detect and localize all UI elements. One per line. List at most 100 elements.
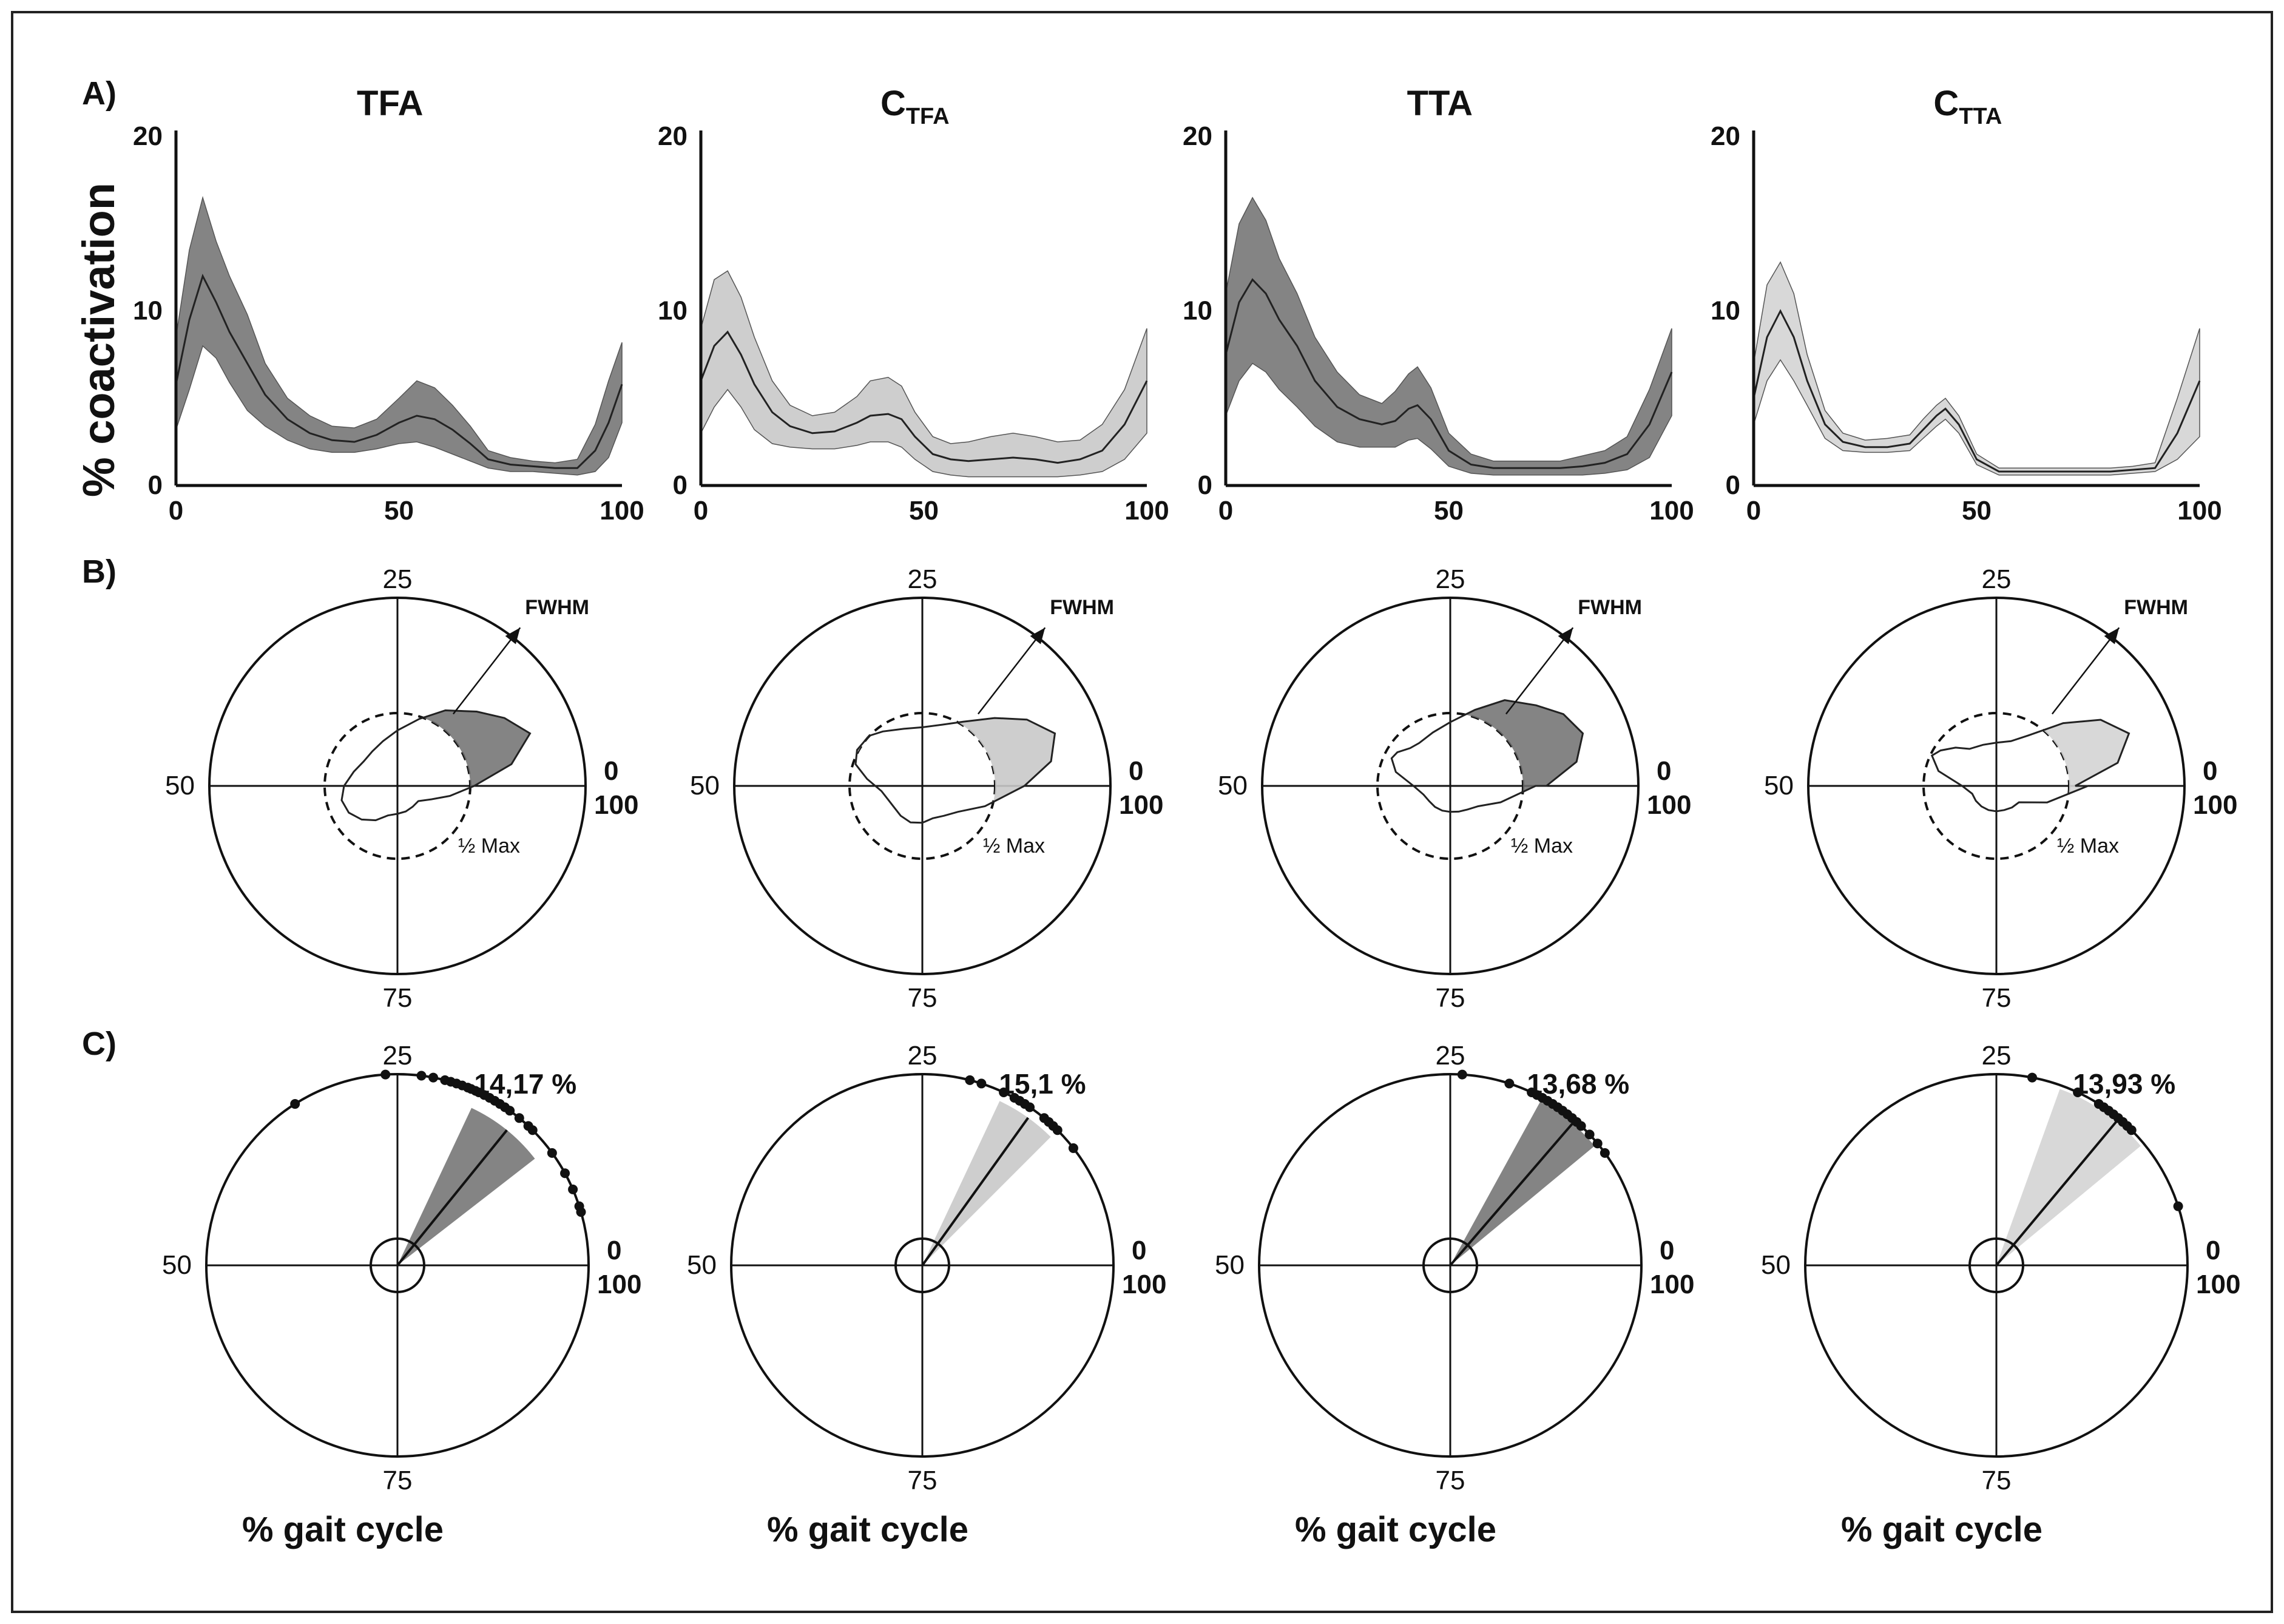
polar-tick-50: 50: [165, 771, 195, 800]
x-tick-label: 50: [1434, 496, 1464, 526]
polar-tick-0: 0: [2203, 756, 2217, 786]
sd-band: [700, 270, 1147, 478]
gait-cycle-label: % gait cycle: [767, 1510, 968, 1549]
subject-point: [416, 1071, 427, 1081]
subject-point: [2173, 1201, 2183, 1211]
x-tick-label: 100: [2177, 496, 2221, 526]
coactivation-profile: [1930, 719, 2130, 813]
subject-point: [1584, 1129, 1595, 1140]
subject-point: [576, 1207, 586, 1217]
x-tick-label: 0: [1746, 496, 1761, 526]
circular-statistics-plots: 25 50 75 0 100 14,17 % % gait cycle 25 50 75 0 100 1…: [162, 1041, 2240, 1549]
subject-point: [505, 1106, 515, 1116]
half-max-label: ½ Max: [458, 834, 520, 858]
polar-tick-50: 50: [1761, 1250, 1791, 1280]
subject-point: [1025, 1102, 1035, 1112]
polar-tick-25: 25: [1982, 564, 2012, 594]
subject-point: [290, 1099, 300, 1109]
polar-tick-100: 100: [1122, 1270, 1166, 1299]
y-tick-label: 0: [1198, 470, 1212, 500]
mean-line: [1225, 278, 1673, 469]
fwhm-arrow-line: [2051, 627, 2120, 715]
polar-tick-50: 50: [1215, 1250, 1245, 1280]
gait-cycle-label: % gait cycle: [242, 1510, 444, 1549]
gait-cycle-label: % gait cycle: [1841, 1510, 2042, 1549]
sd-band: [1225, 197, 1672, 476]
mean-line: [700, 330, 1148, 464]
x-tick-label: 100: [1649, 496, 1694, 526]
fwhm-area: [342, 710, 530, 820]
polar-tick-0: 0: [1132, 1236, 1146, 1265]
polar-tick-0: 0: [1660, 1236, 1674, 1265]
chart-title-subscript: TFA: [906, 104, 950, 129]
fwhm-area: [856, 718, 1055, 823]
x-tick-label: 50: [909, 496, 939, 526]
y-tick-label: 10: [1711, 296, 1740, 326]
polar-tick-100: 100: [594, 790, 638, 820]
y-tick-label: 0: [673, 470, 688, 500]
mean-vector: [396, 1129, 508, 1267]
subject-point: [1457, 1069, 1467, 1080]
x-tick-label: 50: [1962, 496, 1992, 526]
polar-tick-75: 75: [383, 983, 413, 1013]
subject-point: [527, 1125, 538, 1135]
subject-point: [1068, 1143, 1078, 1153]
mean-line: [175, 274, 623, 469]
fwhm-arrow-head: [1030, 628, 1046, 645]
circular-plot-tta: 25 50 75 0 100 13,68 % % gait cycle: [1215, 1041, 1694, 1549]
coactivation-profile: [854, 717, 1056, 824]
chart-title-ctfa: CTFA: [880, 84, 950, 129]
subject-point: [560, 1168, 570, 1179]
y-axis-label: % coactivation: [73, 183, 124, 497]
chart-title-main: TFA: [357, 84, 424, 123]
fwhm-arrow-line: [977, 627, 1046, 715]
mean-vector: [1995, 1120, 2118, 1267]
fwhm-arrow-head: [1558, 628, 1573, 645]
polar-tick-50: 50: [1218, 771, 1248, 800]
polar-tick-100: 100: [2196, 1270, 2240, 1299]
subject-point: [568, 1184, 578, 1194]
half-max-label: ½ Max: [983, 834, 1045, 858]
polar-tick-50: 50: [687, 1250, 717, 1280]
polar-tick-75: 75: [1436, 1466, 1465, 1495]
fwhm-plot-tfa: 25 50 75 0 100 FWHM ½ Max: [165, 564, 638, 1013]
fwhm-label: FWHM: [1578, 596, 1642, 619]
polar-inner-circle: [370, 1237, 425, 1293]
figure-border: [11, 11, 2273, 1613]
polar-tick-25: 25: [908, 1041, 938, 1071]
area-chart-tta: TTA 0 50 100 0 10 20: [1183, 84, 1694, 526]
polar-tick-100: 100: [1650, 1270, 1694, 1299]
y-tick-label: 0: [148, 470, 163, 500]
polar-tick-75: 75: [908, 1466, 938, 1495]
sd-band: [1753, 261, 2200, 476]
subject-point: [1600, 1148, 1610, 1158]
polar-tick-100: 100: [2193, 790, 2237, 820]
circular-plot-tfa: 25 50 75 0 100 14,17 % % gait cycle: [162, 1041, 641, 1549]
polar-tick-25: 25: [1436, 1041, 1465, 1071]
sd-band: [175, 195, 623, 476]
polar-tick-100: 100: [1119, 790, 1163, 820]
subject-point: [547, 1148, 557, 1158]
subject-point: [428, 1072, 439, 1083]
polar-tick-0: 0: [607, 1236, 621, 1265]
half-max-label: ½ Max: [2057, 834, 2119, 858]
polar-tick-0: 0: [1657, 756, 1671, 786]
subject-point: [965, 1075, 975, 1085]
polar-tick-50: 50: [690, 771, 720, 800]
subject-point: [380, 1069, 391, 1080]
mean-vector: [921, 1117, 1029, 1267]
polar-tick-75: 75: [383, 1466, 413, 1495]
area-chart-tfa: TFA 0 50 100 0 10 20: [133, 84, 644, 526]
polar-tick-25: 25: [383, 1041, 413, 1071]
polar-tick-100: 100: [1647, 790, 1691, 820]
half-max-label: ½ Max: [1511, 834, 1573, 858]
circular-plot-ctta: 25 50 75 0 100 13,93 % % gait cycle: [1761, 1041, 2240, 1549]
subject-point: [1052, 1125, 1063, 1135]
polar-tick-25: 25: [908, 564, 938, 594]
gait-cycle-label: % gait cycle: [1295, 1510, 1496, 1549]
y-tick-label: 20: [1183, 121, 1212, 151]
fwhm-label: FWHM: [1050, 596, 1114, 619]
